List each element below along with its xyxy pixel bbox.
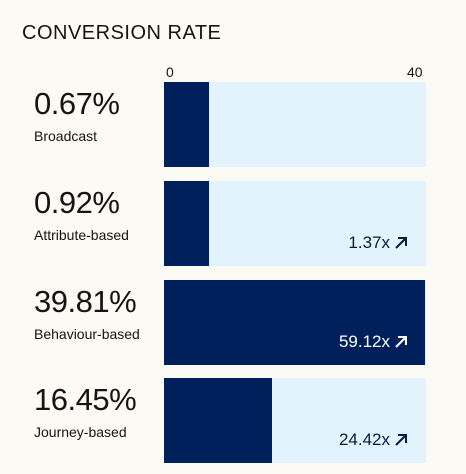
arrow-up-right-icon [395,237,407,249]
bar-row: 39.81% Behaviour-based 59.12x [0,280,466,365]
bar-row: 16.45% Journey-based 24.42x [0,378,466,463]
bar-value-label: 0.67% [34,86,120,121]
bar-value-label: 16.45% [34,382,137,417]
arrow-up-right-icon [395,336,407,348]
axis-tick-max: 40 [407,64,423,80]
bar-track: 59.12x [164,280,426,365]
bar-category-label: Attribute-based [34,227,129,243]
multiplier-value: 1.37x [348,233,390,252]
bar [164,378,272,463]
bar-track: 1.37x [164,181,426,266]
bar [164,280,425,365]
multiplier-value: 24.42x [338,430,390,449]
axis-tick-min: 0 [166,64,174,80]
multiplier-label: 59.12x [339,332,408,352]
bar [164,181,209,266]
bar-value-label: 0.92% [34,185,120,220]
multiplier-label: 24.42x [339,430,408,450]
bar [164,82,209,167]
bar-track [164,82,426,167]
bar-category-label: Journey-based [34,424,127,440]
bar-category-label: Behaviour-based [34,326,140,342]
bar-row: 0.67% Broadcast [0,82,466,167]
arrow-up-right-icon [395,434,407,446]
bar-track: 24.42x [164,378,426,463]
chart-title: CONVERSION RATE [22,22,222,44]
multiplier-label: 1.37x [348,233,408,253]
multiplier-value: 59.12x [338,332,390,351]
bar-value-label: 39.81% [34,284,137,319]
bar-row: 0.92% Attribute-based 1.37x [0,181,466,266]
bar-category-label: Broadcast [34,128,98,144]
